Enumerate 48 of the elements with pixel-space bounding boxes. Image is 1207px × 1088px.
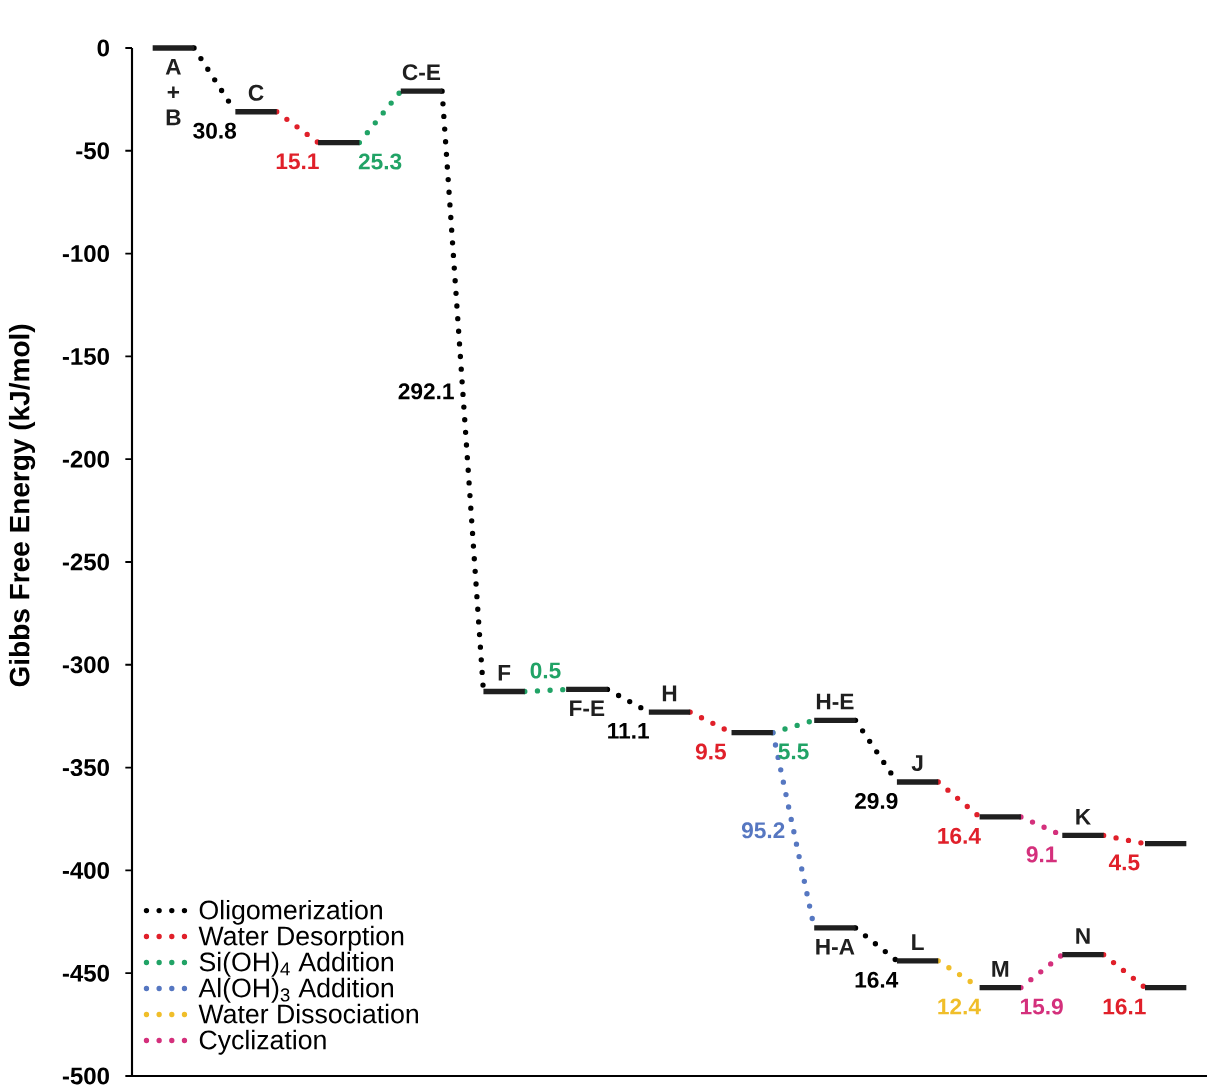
y-axis-title: Gibbs Free Energy (kJ/mol) xyxy=(8,324,36,687)
data-label: K xyxy=(1076,808,1091,825)
annotation: 11.1 xyxy=(608,723,649,739)
data-label: M xyxy=(992,961,1009,977)
y-tick-label: -400 xyxy=(62,861,109,879)
y-tick-label: 0 xyxy=(97,39,109,57)
annotation: 16.1 xyxy=(1103,998,1146,1015)
legend-label: Si(OH)$_{4}$ Addition xyxy=(199,951,393,977)
y-tick-label: -100 xyxy=(62,245,109,263)
y-tick-label: -250 xyxy=(62,553,109,571)
y-tick-label: -450 xyxy=(62,964,109,982)
y-tick-label: -150 xyxy=(62,347,109,365)
data-label: C xyxy=(248,84,264,101)
y-tick-label: -300 xyxy=(62,656,109,674)
legend-label: Cyclization xyxy=(199,1029,326,1055)
data-label: N xyxy=(1076,928,1090,944)
annotation: 30.8 xyxy=(193,122,237,139)
legend-label: Water Dissociation xyxy=(198,1003,418,1024)
annotation: 0.5 xyxy=(530,662,561,679)
annotation: 16.4 xyxy=(938,827,981,844)
legend-label: Water Desorption xyxy=(198,925,404,951)
annotation: 15.1 xyxy=(276,153,319,170)
data-label: C-E xyxy=(402,64,441,81)
data-label: J xyxy=(911,755,923,772)
annotation: 4.5 xyxy=(1108,854,1140,871)
data-label: F xyxy=(498,664,511,681)
data-label: H xyxy=(662,685,677,702)
y-tick-label: -50 xyxy=(76,142,109,160)
annotation: 15.9 xyxy=(1020,998,1063,1015)
annotation: 9.1 xyxy=(1026,846,1057,863)
legend-label: Al(OH)$_{3}$ Addition xyxy=(198,977,393,1003)
y-tick-label: -350 xyxy=(62,759,109,777)
annotation: 12.4 xyxy=(938,998,981,1015)
annotation: 9.5 xyxy=(695,743,726,760)
data-label: H-E xyxy=(816,693,854,710)
annotation: 16.4 xyxy=(855,971,899,988)
y-tick-label: -500 xyxy=(62,1067,109,1085)
data-label: A + B xyxy=(165,58,181,126)
legend-label: Oligomerization xyxy=(199,899,382,925)
annotation: 25.3 xyxy=(358,153,402,170)
data-label: F-E xyxy=(570,700,605,716)
data-label: H-A xyxy=(816,938,855,955)
y-tick-label: -200 xyxy=(62,450,109,468)
annotation: 95.2 xyxy=(741,822,785,839)
data-label: L xyxy=(912,934,924,950)
annotation: 5.5 xyxy=(778,743,809,760)
annotation: 292.1 xyxy=(398,383,454,400)
annotation: 29.9 xyxy=(854,792,898,809)
